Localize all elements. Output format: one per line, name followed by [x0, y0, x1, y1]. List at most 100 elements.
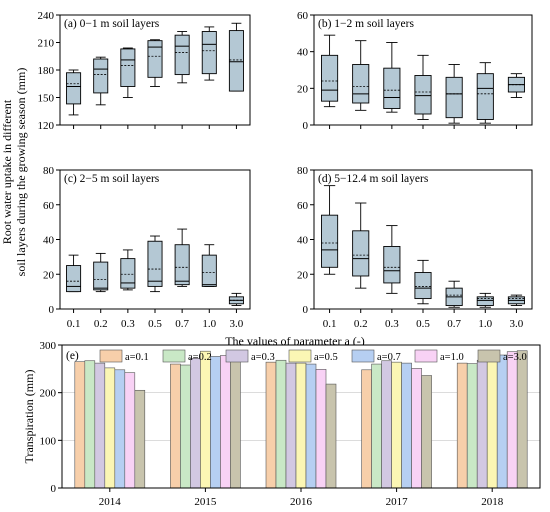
shared-ylabel-line1: Root water uptake in different [0, 99, 14, 244]
bar [285, 362, 297, 489]
bar [74, 361, 86, 489]
box-iqr [414, 272, 432, 300]
bar [200, 350, 211, 489]
y-tick-label: 60 [43, 200, 55, 212]
x-tick-label: 3.0 [230, 318, 244, 330]
legend-label: a=0.5 [314, 352, 338, 363]
box-iqr [445, 76, 463, 119]
x-tick-label: 2015 [194, 496, 217, 508]
x-tick-label: 3.0 [510, 318, 524, 330]
box-iqr [174, 34, 190, 76]
box-iqr [93, 58, 109, 94]
panel-title: (d) 5−12.4 m soil layers [318, 173, 429, 185]
bar [114, 369, 126, 489]
y-tick-label: 80 [297, 165, 309, 177]
legend-swatch [162, 349, 186, 363]
box-iqr [321, 54, 339, 102]
x-tick-label: 1.0 [478, 318, 492, 330]
y-tick-label: 60 [297, 10, 309, 22]
y-tick-label: 0 [49, 304, 55, 316]
box-iqr [352, 64, 370, 104]
legend-label: a=3.0 [503, 352, 527, 363]
bar [325, 383, 337, 489]
x-tick-label: 0.3 [385, 318, 399, 330]
x-tick-label: 2016 [290, 496, 313, 508]
bar [265, 361, 277, 489]
bar [170, 363, 181, 489]
legend-swatch [288, 349, 312, 363]
x-tick-label: 0.5 [416, 318, 430, 330]
panel-title: (b) 1−2 m soil layers [318, 18, 414, 30]
y-tick-label: 20 [297, 83, 309, 95]
box-iqr [120, 258, 136, 289]
y-tick-label: 0 [303, 304, 309, 316]
box-iqr [93, 261, 109, 291]
bar [295, 362, 307, 489]
bar [391, 361, 402, 489]
plot-frame [61, 344, 541, 489]
box-iqr [201, 31, 217, 75]
box-iqr [228, 30, 244, 92]
y-tick-label: 0 [51, 483, 57, 495]
legend-label: a=0.7 [377, 352, 401, 363]
x-tick-label: 0.2 [354, 318, 368, 330]
bar [124, 372, 136, 489]
bar [401, 362, 412, 489]
y-tick-label: 300 [40, 340, 57, 352]
x-tick-label: 0.2 [94, 318, 108, 330]
bar [371, 363, 382, 489]
box-iqr [147, 40, 163, 78]
x-tick-label: 2018 [481, 496, 504, 508]
y-tick-label: 0 [303, 120, 309, 132]
y-tick-label: 210 [38, 38, 55, 50]
bar [180, 364, 191, 489]
y-tick-label: 100 [40, 435, 57, 447]
y-tick-label: 40 [43, 235, 55, 247]
x-tick-label: 0.7 [447, 318, 461, 330]
box-iqr [383, 245, 401, 284]
panel-title: (c) 2−5 m soil layers [64, 173, 160, 185]
panel-d-root-uptake-5-12m: (d) 5−12.4 m soil layers 0 20 40 60 80 0.1 0.2 0… [297, 165, 533, 330]
bar [104, 367, 116, 489]
y-axis-label: Transpiration (mm) [22, 370, 36, 464]
box-iqr [174, 244, 190, 286]
legend-swatch [99, 349, 123, 363]
y-tick-label: 180 [38, 65, 55, 77]
x-tick-label: 0.3 [121, 318, 135, 330]
panel-c-root-uptake-2-5m: (c) 2−5 m soil layers 0 20 40 60 80 0.1 0.2 0.3 0… [43, 165, 251, 330]
bar [476, 359, 488, 489]
bar [315, 369, 327, 489]
shared-ylabel-line2: soil layers during the growing season (m… [14, 68, 28, 277]
bar [210, 356, 221, 489]
bar [84, 360, 96, 489]
y-tick-label: 40 [297, 47, 309, 59]
bar [486, 357, 498, 489]
panel-a-root-uptake-0-1m: (a) 0−1 m soil layers 120 150 180 210 240 [38, 10, 251, 132]
legend-label: a=0.3 [251, 352, 275, 363]
bar [466, 363, 478, 489]
y-tick-label: 40 [297, 235, 309, 247]
box-iqr [414, 75, 432, 115]
bar [230, 358, 241, 489]
box-iqr [66, 265, 82, 293]
legend-label: a=0.2 [188, 352, 212, 363]
bar [190, 358, 201, 489]
y-tick-label: 20 [297, 269, 309, 281]
panel-title: (a) 0−1 m soil layers [64, 18, 160, 30]
x-tick-label: 0.5 [148, 318, 162, 330]
bar [411, 368, 422, 489]
bar [305, 363, 317, 489]
legend-swatch [477, 349, 501, 363]
y-tick-label: 120 [38, 120, 55, 132]
box-iqr [352, 230, 370, 277]
bar [421, 375, 432, 489]
panel-title: (e) [66, 350, 79, 362]
bar [456, 362, 468, 489]
box-iqr [120, 48, 136, 87]
x-tick-label: 0.1 [323, 318, 337, 330]
y-tick-label: 20 [43, 269, 55, 281]
bar [516, 350, 528, 489]
box-iqr [147, 240, 163, 287]
panel-e-transpiration-bars: 0 100 200 300 2014 2015 2016 2017 2018 (e) Transpi… [22, 340, 541, 508]
